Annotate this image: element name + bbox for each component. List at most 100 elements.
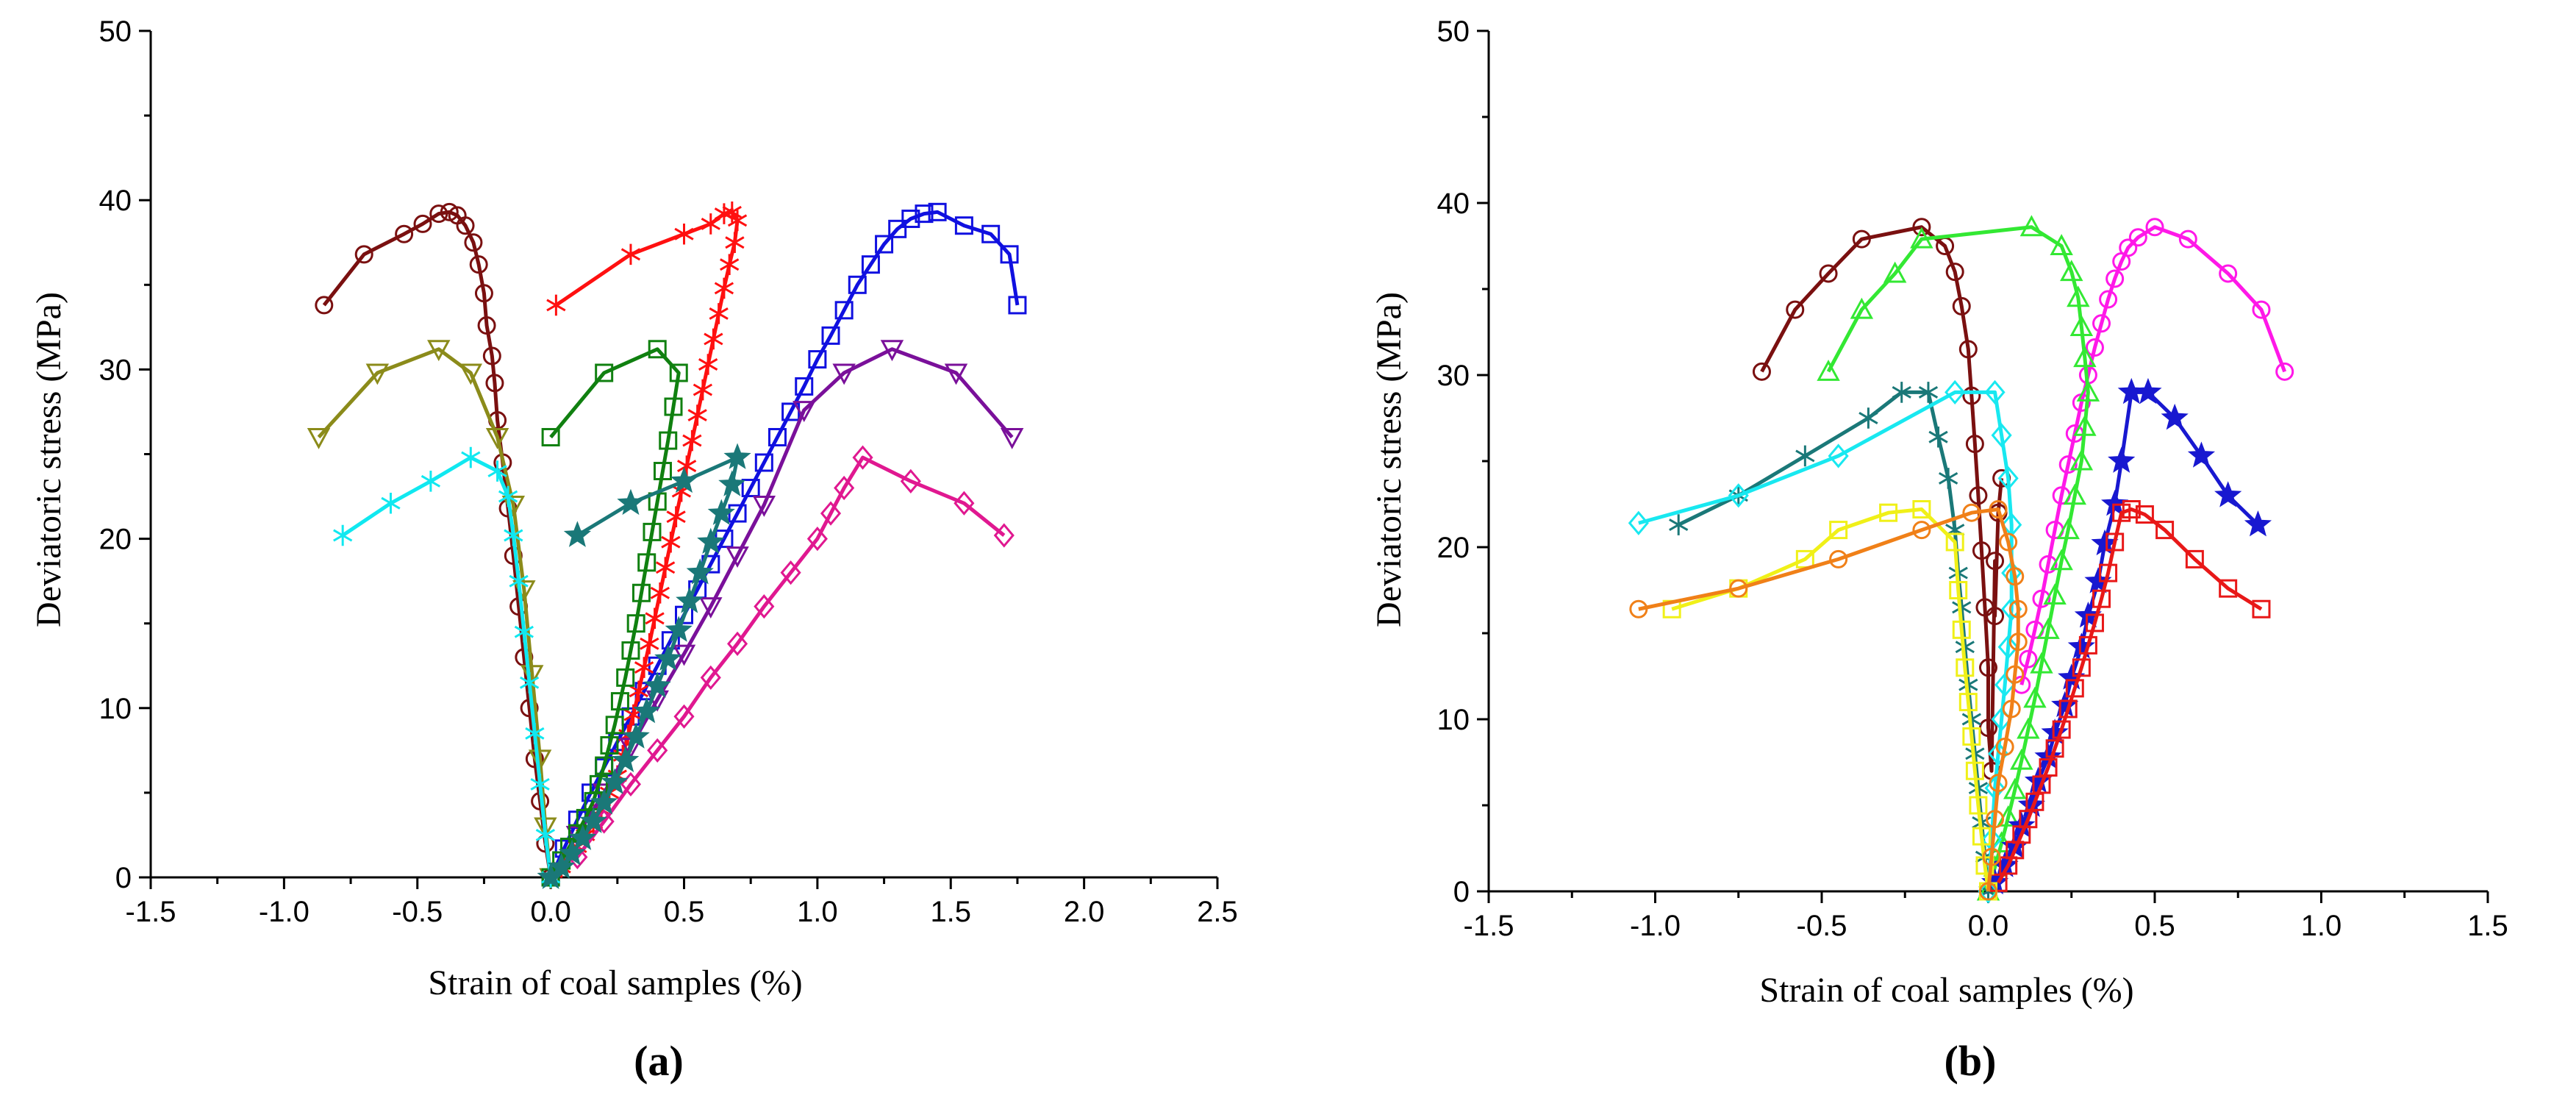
data-point: [640, 633, 659, 655]
data-point: [2017, 717, 2040, 739]
data-point: [1728, 483, 1749, 508]
x-tick-label: 1.0: [797, 896, 838, 928]
data-point: [2092, 314, 2111, 333]
data-point: [1972, 541, 1991, 560]
data-point: [1850, 297, 1874, 319]
data-point: [626, 614, 645, 633]
x-tick-label: -1.5: [126, 896, 176, 928]
data-point: [2052, 720, 2071, 739]
data-point: [1958, 693, 1978, 712]
data-point: [1989, 774, 2008, 793]
data-point: [700, 665, 721, 690]
data-point: [2058, 455, 2078, 474]
data-point: [617, 488, 645, 516]
x-tick-label: 2.0: [1064, 896, 1105, 928]
data-point: [2073, 346, 2097, 368]
series-eV-C-6: [1629, 500, 2028, 901]
data-point: [1945, 532, 1964, 552]
data-point: [2187, 441, 2216, 468]
x-tick-label: 0.5: [664, 896, 705, 928]
data-point: [1969, 486, 1988, 505]
data-point: [2036, 617, 2060, 639]
series-line: [1826, 225, 2090, 892]
data-point: [834, 301, 854, 320]
data-point: [498, 485, 518, 507]
data-point: [834, 475, 855, 501]
data-point: [2069, 449, 2094, 471]
data-point: [537, 863, 565, 889]
panel-b: Deviatoric stress (MPa) Strain of coal s…: [1370, 15, 2508, 1085]
data-point: [1986, 607, 2005, 626]
data-point: [2105, 532, 2125, 552]
data-point: [2002, 699, 2021, 719]
data-point: [629, 680, 648, 702]
data-point: [1945, 263, 1964, 282]
x-tick-label: 1.5: [2467, 910, 2508, 942]
data-point: [504, 524, 523, 546]
data-point: [1986, 810, 2005, 829]
series-e1-C-6: [1989, 500, 2271, 892]
y-tick-label: 50: [1437, 15, 1470, 48]
data-point: [704, 328, 723, 350]
axes: -1.5 -1.0 -0.5 0.0 0.5 1.0 1.5 2.0 2.5 0 10 20 30 40 5…: [99, 15, 1238, 928]
data-point: [664, 397, 683, 416]
data-point: [2099, 290, 2118, 309]
data-point: [2105, 269, 2125, 288]
data-point: [2050, 549, 2073, 571]
data-point: [1879, 503, 1898, 522]
y-tick-label: 50: [99, 15, 132, 48]
series-eV-C-4: [1817, 215, 2100, 901]
data-point: [2039, 555, 2058, 574]
data-point: [2252, 300, 2271, 319]
data-point: [676, 587, 704, 613]
data-point: [579, 807, 607, 833]
data-point: [1978, 879, 1999, 904]
series-e1-C-2: [539, 340, 1024, 890]
panel-label: (b): [1944, 1037, 1997, 1085]
data-point: [954, 216, 973, 235]
data-point: [2275, 362, 2294, 381]
data-point: [900, 468, 921, 493]
data-point: [861, 255, 880, 274]
y-tick-label: 40: [1437, 188, 1470, 220]
y-axis-title: Deviatoric stress (MPa): [29, 292, 68, 627]
x-tick-label: 0.5: [2134, 910, 2175, 942]
data-point: [993, 523, 1015, 548]
data-point: [643, 671, 671, 698]
data-point: [720, 254, 740, 275]
data-point: [780, 560, 801, 585]
series-group: [1628, 215, 2294, 904]
panel-a: Deviatoric stress (MPa) Strain of coal s…: [29, 15, 1238, 1085]
x-tick-label: 0.0: [530, 896, 571, 928]
series-line: [576, 455, 1006, 858]
data-point: [2006, 665, 2025, 684]
series-line: [1638, 390, 2014, 892]
data-point: [1819, 264, 1838, 283]
data-point: [535, 824, 556, 846]
data-point: [509, 570, 529, 592]
data-point: [2032, 589, 2051, 608]
data-point: [485, 374, 504, 393]
data-point: [687, 404, 707, 426]
data-point: [1952, 620, 1971, 639]
data-point: [1852, 229, 1871, 249]
data-point: [752, 496, 776, 517]
data-point: [806, 526, 828, 552]
data-point: [981, 224, 1001, 243]
data-point: [707, 499, 735, 525]
data-point: [605, 716, 624, 735]
data-point: [1752, 362, 1771, 381]
data-point: [1989, 500, 2008, 519]
data-point: [333, 524, 353, 546]
data-point: [654, 644, 682, 671]
data-point: [600, 735, 619, 755]
data-point: [2099, 563, 2118, 582]
data-point: [469, 255, 488, 274]
data-point: [2006, 567, 2025, 586]
data-point: [718, 470, 746, 496]
data-point: [2008, 632, 2028, 652]
data-point: [2122, 500, 2141, 519]
data-point: [741, 479, 760, 498]
data-point: [590, 788, 618, 815]
series-line: [1996, 507, 2263, 884]
